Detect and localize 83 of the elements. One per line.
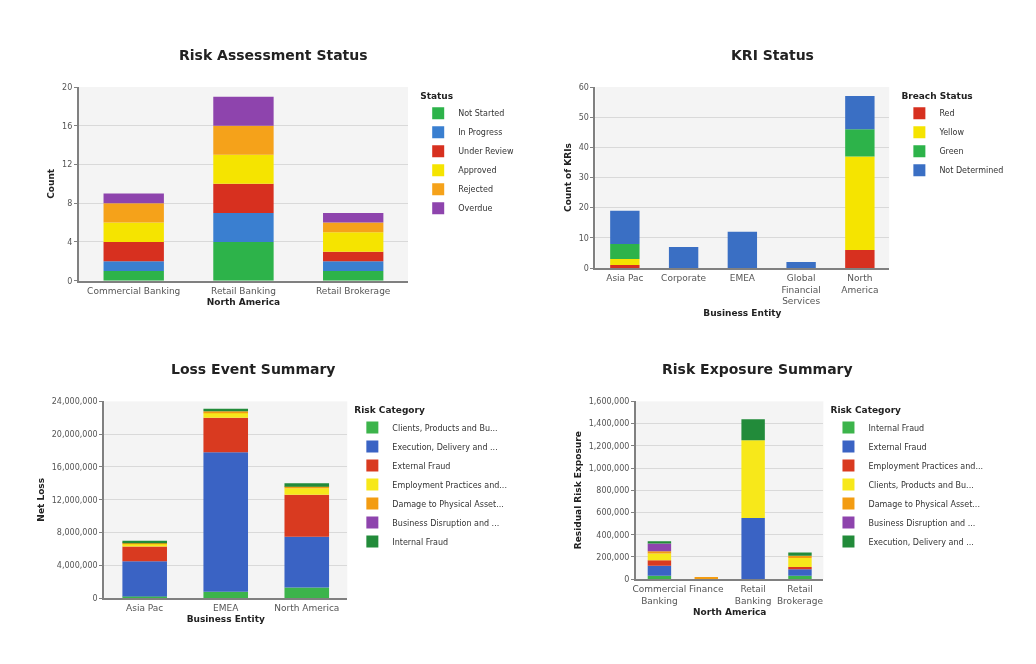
chart-title: Loss Event Summary — [171, 361, 336, 377]
x-axis-title: Business Entity — [186, 614, 265, 625]
legend-label: In Progress — [458, 128, 503, 138]
y-tick-label: 12 — [62, 160, 73, 170]
legend-label: Clients, Products and Bu... — [868, 480, 974, 490]
chart-title: Risk Assessment Status — [179, 47, 368, 63]
y-tick-label: 0 — [624, 574, 630, 584]
y-tick-label: 1,400,000 — [588, 419, 630, 429]
legend-label: Clients, Products and Bu... — [392, 423, 498, 433]
y-tick-label: 8,000,000 — [56, 528, 98, 538]
legend-label: Employment Practices and... — [392, 480, 507, 490]
y-tick-label: 30 — [578, 173, 589, 183]
y-tick-label: 1,000,000 — [588, 463, 630, 473]
y-tick-label: 20 — [62, 82, 73, 92]
legend-label: External Fraud — [392, 461, 451, 471]
y-tick-label: 400,000 — [596, 530, 630, 540]
y-tick-label: 8 — [67, 199, 73, 209]
y-tick-label: 16 — [62, 121, 73, 131]
x-tick-label: North America — [841, 272, 879, 295]
y-tick-label: 0 — [92, 594, 98, 603]
x-tick-label: Retail Banking — [211, 285, 276, 296]
y-tick-label: 50 — [578, 112, 589, 122]
y-axis-title: Net Loss — [35, 477, 46, 522]
legend-label: Not Determined — [939, 166, 1004, 176]
legend-label: Green — [939, 147, 964, 157]
x-tick-label: Retail Brokerage — [776, 583, 824, 606]
legend-label: Damage to Physical Asset... — [392, 499, 504, 509]
y-tick-label: 200,000 — [596, 552, 630, 562]
y-tick-label: 1,200,000 — [588, 441, 630, 451]
legend-label: Damage to Physical Asset... — [868, 499, 980, 509]
legend-label: Internal Fraud — [392, 537, 449, 547]
y-tick-label: 0 — [583, 263, 589, 273]
y-tick-label: 60 — [578, 82, 589, 92]
x-tick-label: Asia Pac — [126, 603, 164, 613]
x-tick-label: Global Financial Services — [781, 272, 821, 307]
legend-title: Risk Category — [354, 405, 425, 416]
x-tick-label: EMEA — [213, 603, 240, 613]
legend-label: Business Disruption and ... — [392, 518, 500, 528]
x-tick-label: Retail Brokerage — [316, 285, 391, 296]
legend-label: Red — [939, 109, 955, 119]
y-tick-label: 10 — [578, 233, 589, 243]
y-tick-label: 12,000,000 — [51, 495, 98, 505]
legend-label: Overdue — [458, 204, 493, 214]
legend-label: Execution, Delivery and ... — [868, 537, 974, 547]
x-tick-label: Finance — [689, 583, 724, 594]
x-tick-label: Asia Pac — [606, 272, 644, 283]
legend-title: Breach Status — [901, 90, 973, 101]
legend-title: Status — [420, 90, 454, 101]
y-tick-label: 4,000,000 — [56, 561, 98, 571]
y-tick-label: 1,600,000 — [588, 397, 630, 407]
y-tick-label: 40 — [578, 143, 589, 153]
y-axis-title: Count — [45, 168, 56, 199]
y-tick-label: 24,000,000 — [51, 397, 98, 407]
y-tick-label: 16,000,000 — [51, 462, 98, 472]
x-axis-title: North America — [206, 296, 281, 307]
legend-label: Rejected — [458, 185, 494, 195]
x-axis-title: Business Entity — [703, 307, 782, 318]
legend-label: External Fraud — [868, 442, 927, 452]
y-tick-label: 4 — [67, 237, 73, 247]
y-axis-title: Count of KRIs — [562, 143, 573, 212]
legend-label: Employment Practices and... — [868, 461, 984, 471]
chart-title: Risk Exposure Summary — [662, 361, 853, 377]
x-tick-label: Commercial Banking — [632, 583, 687, 606]
x-tick-label: North America — [274, 603, 340, 613]
x-tick-label: Commercial Banking — [87, 285, 181, 296]
legend-label: Under Review — [458, 147, 514, 157]
y-tick-label: 0 — [67, 276, 73, 286]
x-tick-label: Retail Banking — [734, 583, 772, 606]
legend-label: Not Started — [458, 109, 505, 119]
x-tick-label: Corporate — [661, 272, 707, 283]
y-tick-label: 20,000,000 — [51, 429, 98, 439]
y-axis-title: Residual Risk Exposure — [572, 431, 583, 550]
x-tick-label: EMEA — [729, 272, 756, 283]
y-tick-label: 600,000 — [596, 508, 630, 518]
legend-label: Approved — [458, 166, 497, 176]
y-tick-label: 800,000 — [596, 486, 630, 496]
legend-title: Risk Category — [830, 405, 902, 416]
y-tick-label: 20 — [578, 203, 589, 213]
legend-label: Execution, Delivery and ... — [392, 442, 498, 452]
legend-label: Internal Fraud — [868, 423, 925, 433]
legend-label: Yellow — [938, 128, 965, 138]
chart-title: KRI Status — [731, 47, 814, 63]
legend-label: Business Disruption and ... — [868, 518, 976, 528]
